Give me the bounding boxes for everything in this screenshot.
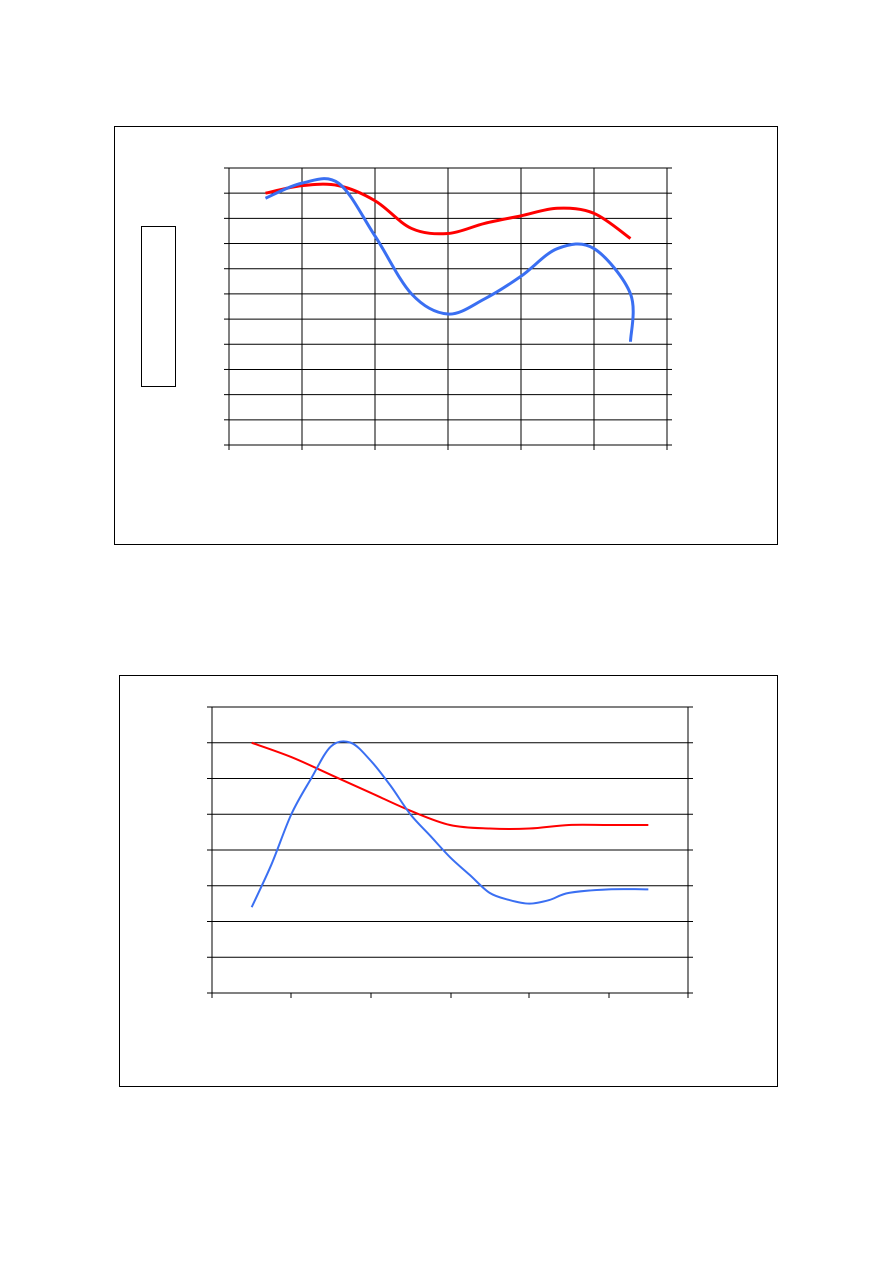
series-line-1-1	[265, 182, 632, 240]
legend-box	[141, 226, 176, 387]
series-line-2-2	[250, 740, 649, 908]
series-line-1-2	[264, 177, 635, 342]
chart-2	[119, 675, 778, 1087]
series-line-2-1	[251, 741, 649, 830]
